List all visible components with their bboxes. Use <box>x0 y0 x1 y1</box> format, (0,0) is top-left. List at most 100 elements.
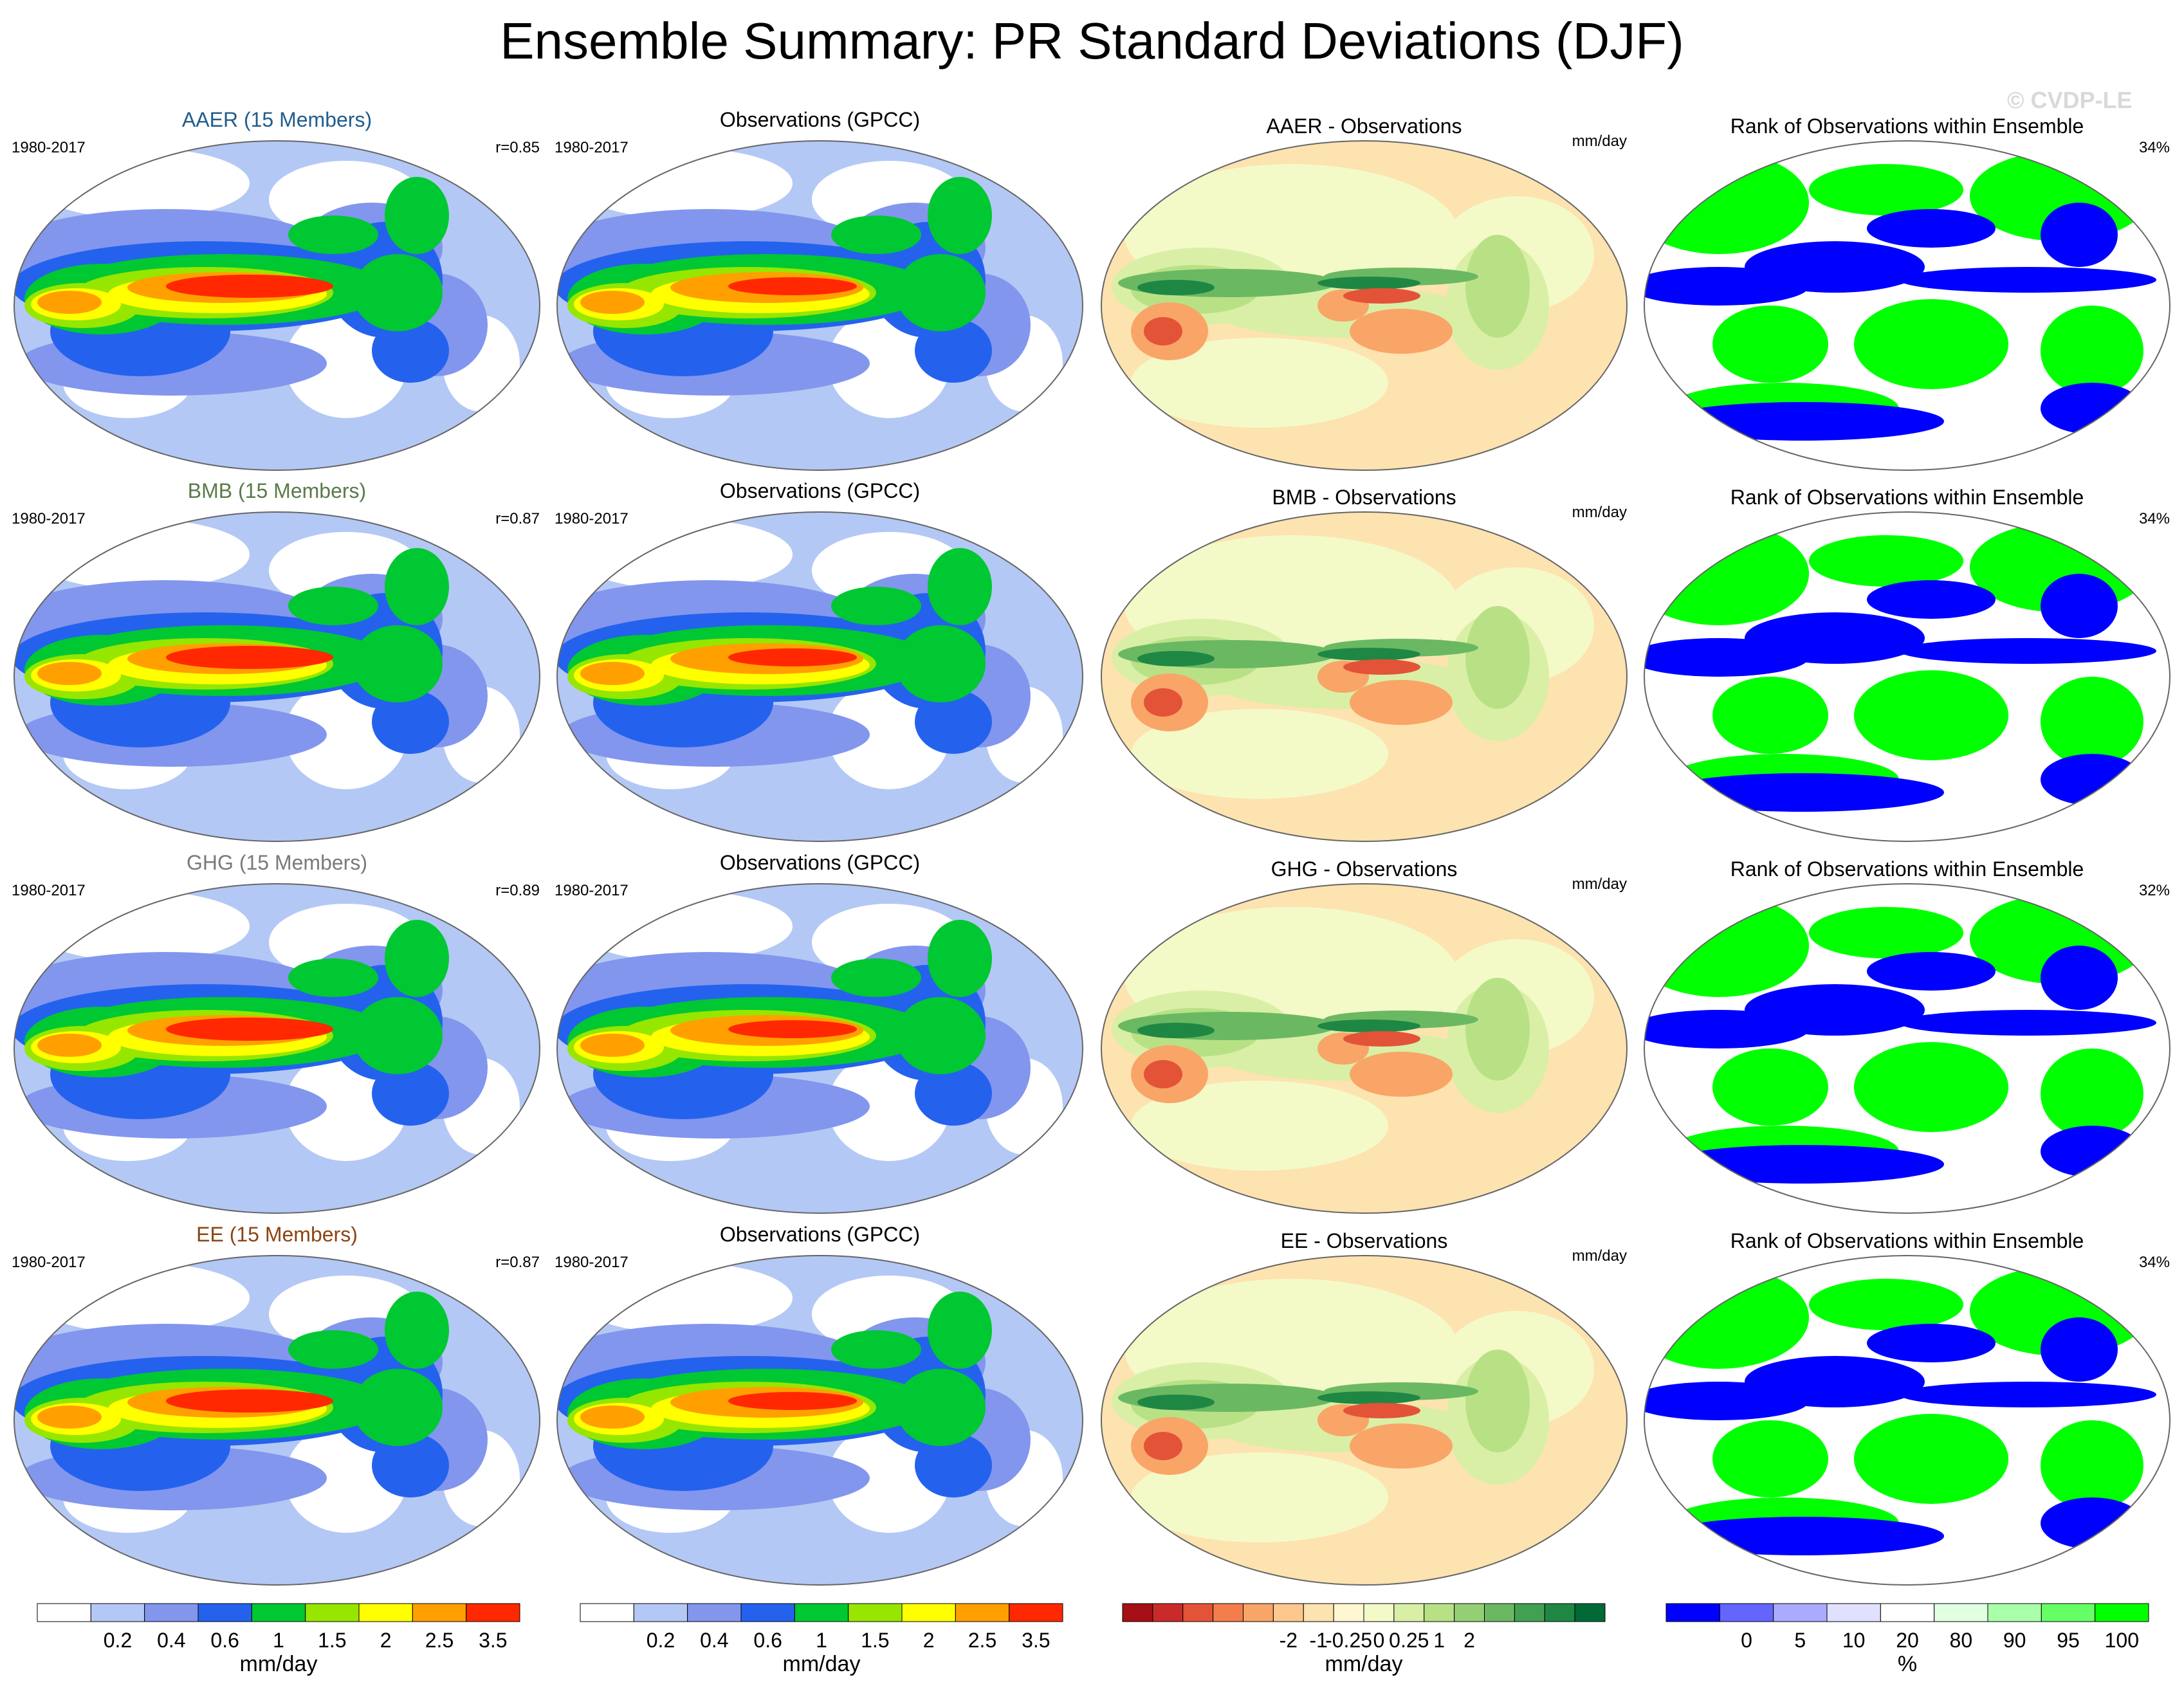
map-border <box>1101 140 1628 471</box>
map-contour-region <box>1137 280 1215 295</box>
period-label: 1980-2017 <box>555 510 629 527</box>
pattern-correlation-label: r=0.87 <box>495 510 540 527</box>
map-contour-region <box>895 997 986 1074</box>
map-panel-model <box>14 883 540 1214</box>
map-contour-region <box>1343 288 1420 304</box>
units-label: mm/day <box>1572 1247 1627 1265</box>
colorbar-tick-label: 3.5 <box>1022 1629 1050 1652</box>
map-contour-region <box>372 1433 449 1497</box>
pattern-correlation-label: r=0.87 <box>495 1254 540 1271</box>
colorbar-tick-label: 2 <box>923 1629 935 1652</box>
map-border <box>1101 1255 1628 1586</box>
map-contour-region <box>372 690 449 754</box>
map-contour-region <box>895 1369 986 1446</box>
map-contour-region <box>1350 680 1453 725</box>
colorbar-swatch <box>580 1603 634 1622</box>
map-contour-region <box>1144 688 1182 717</box>
map-contour-region <box>1899 1010 2156 1036</box>
map-contour-region <box>915 318 992 383</box>
map-contour-region <box>2041 1317 2118 1382</box>
colorbar-tick-label: 0.2 <box>647 1629 675 1652</box>
map-panel-difference <box>1101 140 1628 471</box>
obs-panel-title: Observations (GPCC) <box>720 108 920 131</box>
map-contour-region <box>1131 338 1388 428</box>
map-contour-region <box>1131 1452 1388 1542</box>
colorbar-swatch <box>1213 1603 1243 1622</box>
map-contour-region <box>1137 1395 1215 1410</box>
colorbar-swatch <box>1880 1603 1935 1622</box>
map-contour-region <box>831 215 921 254</box>
rank-percent-label: 34% <box>2139 510 2170 527</box>
colorbar-tick-label: 0.4 <box>157 1629 185 1652</box>
map-contour-region <box>928 1292 992 1369</box>
rank-panel-title: Rank of Observations within Ensemble <box>1730 114 2084 138</box>
colorbar-swatch <box>37 1603 91 1622</box>
map-contour-region <box>385 177 449 254</box>
map-border <box>14 883 540 1214</box>
map-contour-region <box>580 1034 645 1057</box>
units-label: mm/day <box>1572 133 1627 150</box>
map-contour-region <box>37 291 102 314</box>
map-contour-region <box>288 215 378 254</box>
colorbar-swatch <box>1454 1603 1485 1622</box>
map-contour-region <box>1317 1020 1420 1032</box>
colorbar-swatch <box>1934 1603 1988 1622</box>
map-contour-region <box>1867 209 1996 248</box>
difference-panel-title: GHG - Observations <box>1271 857 1458 881</box>
map-contour-region <box>2041 574 2118 638</box>
colorbar-swatch <box>197 1603 252 1622</box>
map-contour-region <box>1854 299 2008 389</box>
map-contour-region <box>1867 1324 1996 1362</box>
map-contour-region <box>574 148 793 219</box>
map-contour-region <box>928 177 992 254</box>
colorbar-swatch <box>1182 1603 1214 1622</box>
map-panel-observations <box>556 1255 1083 1586</box>
colorbar-swatch <box>1393 1603 1425 1622</box>
map-contour-region <box>288 587 378 625</box>
colorbar-tick-label: 0 <box>1373 1629 1385 1652</box>
map-contour-region <box>1317 1391 1420 1404</box>
colorbar-std_model: 0.2 0.4 0.6 1 1.5 2 2.5 3.5 mm/day <box>37 1603 520 1676</box>
map-contour-region <box>2041 1420 2143 1510</box>
map-panel-difference <box>1101 511 1628 842</box>
map-contour-region <box>385 1292 449 1369</box>
map-contour-region <box>166 646 333 669</box>
map-panel-difference <box>1101 1255 1628 1586</box>
map-contour-region <box>1867 580 1996 619</box>
colorbar-swatch <box>90 1603 145 1622</box>
map-contour-region <box>1661 1517 1944 1555</box>
map-contour-region <box>1644 267 1809 306</box>
map-contour-region <box>831 1330 921 1369</box>
colorbar-tick-label: -1 <box>1309 1629 1327 1652</box>
map-panel-model <box>14 511 540 842</box>
map-contour-region <box>1350 1052 1453 1097</box>
colorbar-swatch <box>901 1603 956 1622</box>
colorbar-tick-label: 2 <box>380 1629 392 1652</box>
map-contour-region <box>166 1018 333 1041</box>
map-border <box>14 511 540 842</box>
colorbar-swatch <box>1666 1603 1720 1622</box>
colorbar-swatch <box>1574 1603 1606 1622</box>
colorbar-units: mm/day <box>240 1652 318 1676</box>
map-contour-region <box>353 997 443 1074</box>
rank-panel-title: Rank of Observations within Ensemble <box>1730 857 2084 881</box>
map-contour-region <box>1854 1042 2008 1132</box>
map-contour-region <box>915 690 992 754</box>
map-border <box>556 883 1083 1214</box>
model-panel-title: GHG (15 Members) <box>187 851 367 874</box>
colorbar-swatch <box>1009 1603 1063 1622</box>
map-contour-region <box>372 318 449 383</box>
map-contour-region <box>1644 638 1809 677</box>
map-border <box>556 511 1083 842</box>
map-contour-region <box>353 625 443 702</box>
map-contour-region <box>895 625 986 702</box>
map-panel-model <box>14 1255 540 1586</box>
map-contour-region <box>37 1405 102 1429</box>
map-contour-region <box>2041 1048 2143 1139</box>
map-border <box>14 140 540 471</box>
map-contour-region <box>1899 638 2156 664</box>
map-contour-region <box>37 662 102 685</box>
colorbar-swatch <box>1363 1603 1395 1622</box>
colorbar-swatch <box>466 1603 520 1622</box>
map-contour-region <box>574 519 793 590</box>
